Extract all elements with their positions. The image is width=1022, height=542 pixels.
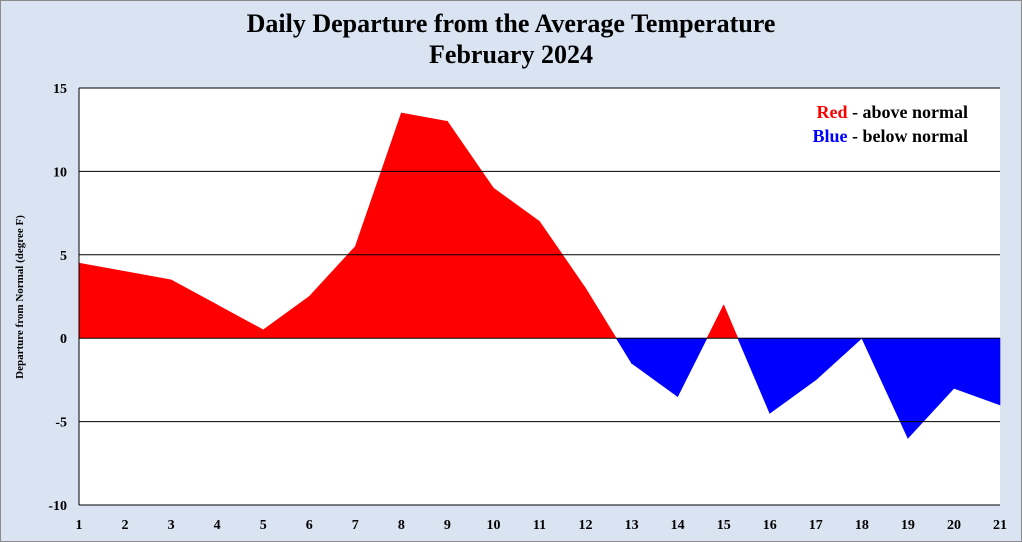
y-tick-label-15: 15 [53,82,67,97]
x-tick-label-16: 16 [763,518,777,533]
x-tick-label-4: 4 [214,518,221,533]
area-above-7 [401,112,448,339]
legend-blue-word: Blue [812,126,848,146]
legend-blue-text: - below normal [847,126,968,146]
legend-red-text: - above normal [847,102,968,122]
x-tick-label-14: 14 [671,518,685,533]
x-tick-label-2: 2 [122,518,129,533]
x-tick-label-12: 12 [579,518,593,533]
chart-title-line2: February 2024 [429,40,593,69]
x-tick-label-18: 18 [855,518,869,533]
x-tick-label-11: 11 [533,518,546,533]
legend-above: Red - above normal [812,100,969,124]
legend-below: Blue - below normal [812,124,968,148]
legend-red-word: Red [816,102,848,122]
x-tick-label-21: 21 [993,518,1007,533]
y-tick-label-10: 10 [53,165,67,180]
x-tick-label-6: 6 [306,518,313,533]
y-tick-label--10: -10 [48,499,67,514]
x-tick-label-17: 17 [809,518,823,533]
x-tick-label-13: 13 [625,518,639,533]
chart-title-line1: Daily Departure from the Average Tempera… [246,9,776,38]
x-tick-label-8: 8 [398,518,405,533]
x-tick-label-15: 15 [717,518,731,533]
area-above-0 [78,262,126,339]
x-tick-label-5: 5 [260,518,267,533]
legend: Red - above normal Blue - below normal [812,100,968,148]
y-tick-label-5: 5 [60,249,67,264]
area-above-1 [124,271,172,339]
x-tick-label-9: 9 [444,518,451,533]
y-tick-label-0: 0 [60,332,67,347]
x-tick-label-20: 20 [947,518,961,533]
x-tick-label-1: 1 [76,518,83,533]
chart-title: Daily Departure from the Average Tempera… [0,8,1022,70]
x-tick-label-3: 3 [168,518,175,533]
x-tick-label-7: 7 [352,518,359,533]
x-tick-label-10: 10 [486,518,500,533]
x-tick-label-19: 19 [901,518,915,533]
y-tick-label--5: -5 [55,416,67,431]
